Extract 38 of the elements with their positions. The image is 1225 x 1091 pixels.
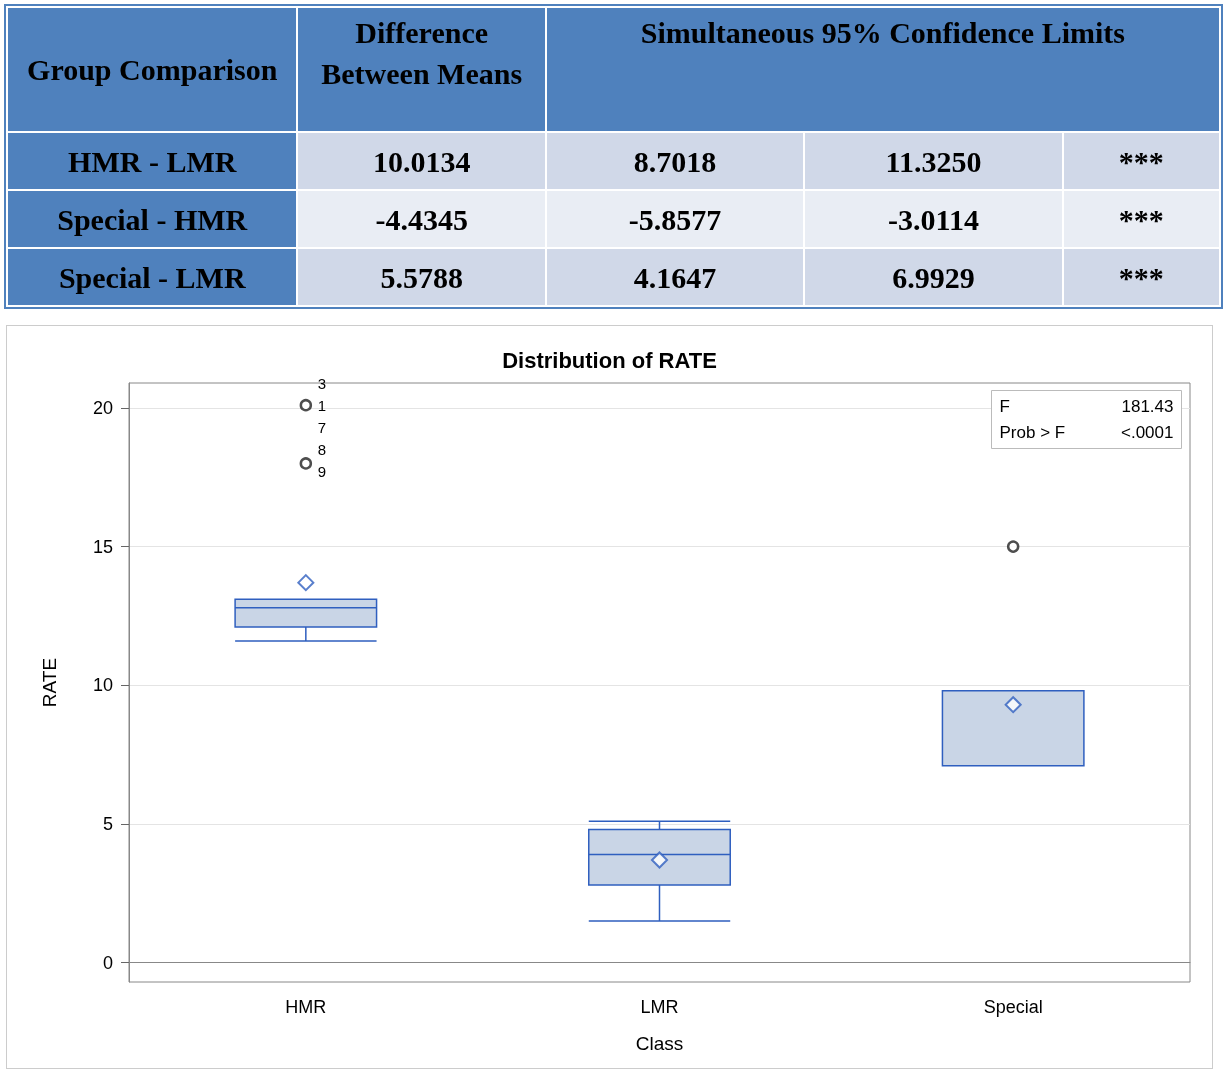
- x-tick-label: LMR: [640, 997, 679, 1017]
- text: -4.4345: [375, 202, 468, 236]
- text: 5.5788: [380, 260, 463, 294]
- text: 4.1647: [633, 260, 717, 294]
- annotation: 9: [317, 462, 327, 480]
- text: ***: [1118, 144, 1164, 178]
- annotation: 8: [317, 440, 327, 458]
- x-axis-title: Class: [635, 1033, 684, 1054]
- annotation: <.0001: [1121, 423, 1174, 442]
- annotation: 3: [317, 374, 327, 392]
- category-label: Group Comparison: [7, 7, 298, 132]
- category-label: Special - LMR: [58, 260, 246, 294]
- text: 10.0134: [372, 144, 471, 178]
- y-axis-title: RATE: [39, 657, 60, 708]
- y-tick-label: 10: [92, 675, 113, 696]
- y-tick-label: 0: [102, 952, 113, 973]
- text: ***: [1118, 260, 1164, 294]
- y-tick-label: 15: [92, 536, 113, 557]
- annotation: F: [999, 397, 1010, 416]
- y-tick-label: 5: [102, 813, 113, 834]
- annotation: Prob > F: [999, 423, 1066, 442]
- annotation: 1: [317, 396, 327, 414]
- category-label: Simultaneous 95% Confidence Limits: [545, 7, 1220, 132]
- text: ***: [1118, 202, 1164, 236]
- text: 11.3250: [885, 144, 982, 178]
- x-tick-label: HMR: [285, 997, 327, 1017]
- annotation: 181.43: [1121, 397, 1174, 416]
- text: 8.7018: [633, 144, 717, 178]
- x-tick-label: Special: [983, 997, 1043, 1017]
- y-tick-label: 20: [92, 397, 113, 418]
- annotation: 7: [317, 418, 327, 436]
- text: 6.9929: [892, 260, 975, 294]
- category-label: Special - HMR: [57, 202, 248, 236]
- text: -3.0114: [888, 202, 979, 236]
- chart-title: Distribution of RATE: [502, 347, 717, 373]
- text: -5.8577: [628, 202, 722, 236]
- category-label: HMR - LMR: [68, 144, 237, 178]
- category-label: Difference Between Means: [297, 7, 546, 132]
